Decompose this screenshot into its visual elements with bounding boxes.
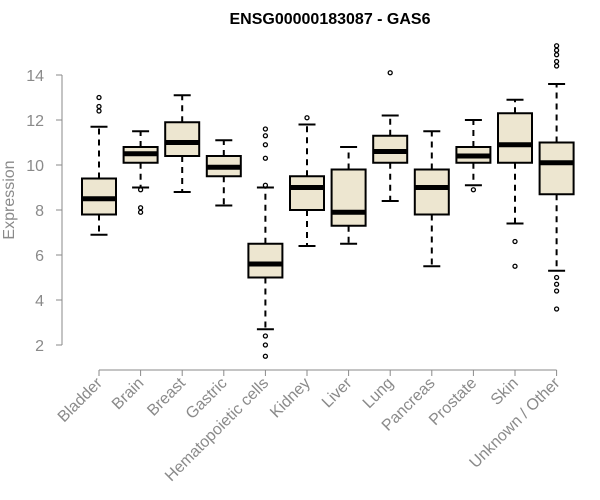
x-tick-label: Lung: [360, 375, 397, 412]
outlier-point: [553, 281, 560, 287]
box-kidney: [289, 115, 325, 247]
box-body: [330, 168, 367, 227]
outlier-point: [262, 133, 269, 139]
box-gastric: [205, 139, 242, 207]
outlier-point: [470, 187, 477, 193]
axes: 2 4 6 8 10 12 14: [26, 68, 558, 376]
outlier-point: [512, 263, 518, 269]
box-body: [164, 121, 201, 157]
y-tick-label: 14: [26, 68, 44, 85]
y-tick-label: 10: [26, 158, 44, 175]
outlier-point: [262, 342, 269, 348]
box-body: [413, 168, 450, 216]
box-body: [538, 141, 575, 196]
x-tick-label: Liver: [319, 374, 356, 411]
outlier-point: [553, 306, 560, 312]
outlier-point: [262, 353, 269, 359]
box-bladder: [81, 94, 117, 236]
x-tick-label: Kidney: [267, 375, 314, 422]
outlier-point: [262, 182, 269, 188]
outlier-point: [96, 103, 102, 110]
y-tick-label: 6: [35, 248, 44, 265]
outlier-point: [387, 70, 393, 76]
y-tick-label: 8: [35, 203, 44, 220]
outlier-point: [137, 187, 144, 193]
boxes: [81, 43, 575, 359]
outlier-point: [553, 63, 560, 69]
outlier-point: [96, 108, 102, 114]
outlier-point: [137, 205, 144, 211]
outlier-point: [262, 126, 269, 132]
box-brain: [122, 130, 159, 215]
outlier-point: [553, 274, 560, 281]
box-body: [289, 175, 325, 211]
x-tick-label: Breast: [144, 374, 189, 419]
y-tick-label: 12: [26, 113, 44, 130]
outlier-point: [262, 142, 269, 148]
x-tick-label: Brain: [109, 375, 147, 413]
box-breast: [164, 94, 201, 193]
box-liver: [330, 146, 367, 245]
outlier-point: [553, 288, 560, 294]
x-tick-label: Bladder: [55, 374, 106, 425]
outlier-point: [553, 47, 560, 53]
box-hematopoietic-cells: [247, 126, 284, 359]
box-unknown-other: [538, 43, 575, 312]
box-lung: [372, 70, 409, 202]
outlier-point: [262, 155, 269, 161]
y-axis-title: Expression: [1, 160, 18, 239]
y-tick-label: 4: [35, 293, 44, 310]
x-tick-label: Skin: [488, 375, 522, 409]
outlier-point: [553, 43, 560, 49]
outlier-point: [262, 333, 269, 339]
box-body: [247, 242, 284, 279]
outlier-point: [137, 209, 144, 215]
outlier-point: [96, 94, 102, 101]
box-prostate: [455, 119, 492, 193]
outlier-point: [304, 115, 310, 121]
box-skin: [497, 98, 533, 269]
outlier-point: [512, 238, 518, 245]
y-tick-label: 2: [35, 338, 44, 355]
chart-title: ENSG00000183087 - GAS6: [229, 11, 430, 28]
outlier-point: [553, 52, 560, 58]
outlier-point: [553, 58, 560, 65]
box-body: [497, 112, 533, 164]
box-pancreas: [413, 130, 450, 268]
